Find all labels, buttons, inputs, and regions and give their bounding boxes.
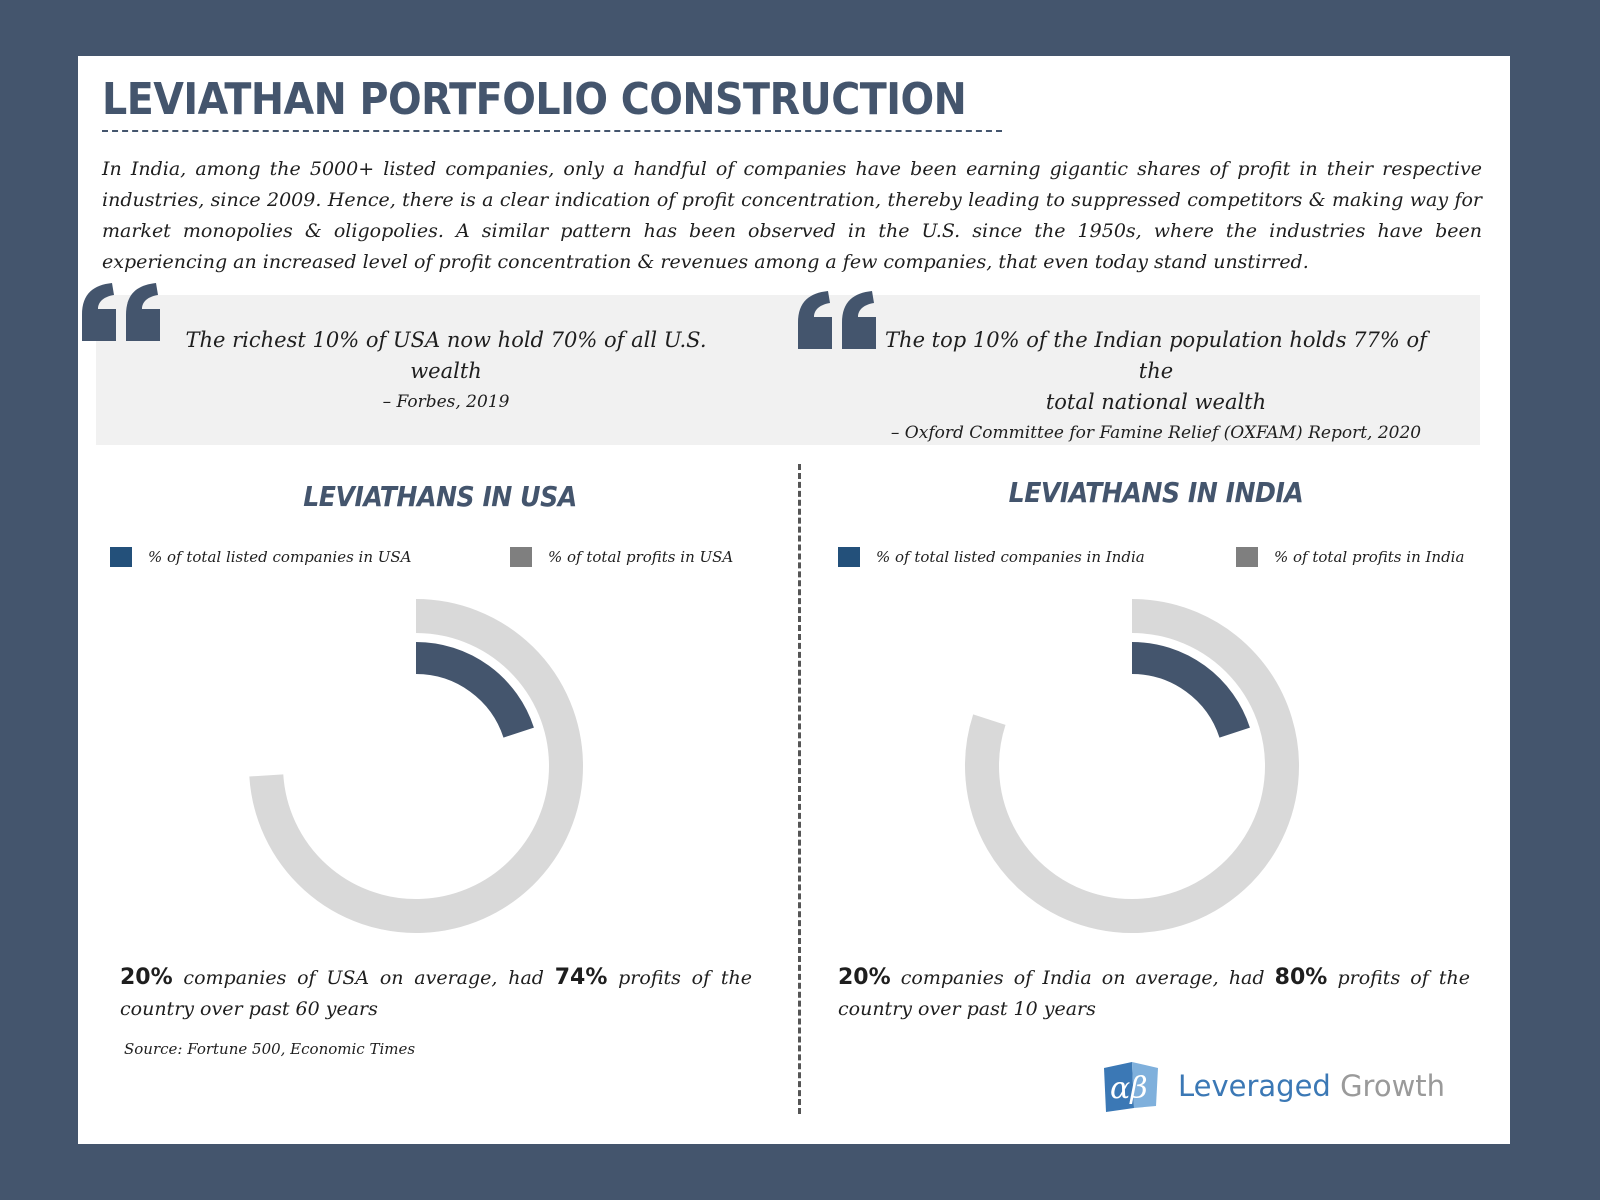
- quote-usa: The richest 10% of USA now hold 70% of a…: [166, 325, 726, 417]
- usa-legend-profits: % of total profits in USA: [510, 547, 733, 567]
- quote-band: The richest 10% of USA now hold 70% of a…: [82, 283, 1480, 448]
- india-stat: 20% companies of India on average, had 8…: [838, 962, 1470, 1025]
- india-stat-profits-value: 80%: [1274, 965, 1328, 990]
- quote-india-text-line1: The top 10% of the Indian population hol…: [885, 328, 1427, 383]
- india-companies-arc: [1131, 642, 1250, 739]
- usa-stat: 20% companies of USA on average, had 74%…: [120, 962, 752, 1025]
- alpha-beta-logo-icon: αβ: [1104, 1062, 1158, 1112]
- india-legend-profits: % of total profits in India: [1236, 547, 1464, 567]
- panel-divider: [798, 464, 801, 1114]
- india-panel-title: LEVIATHANS IN INDIA: [1008, 476, 1304, 509]
- usa-stat-text1: companies of USA on average, had: [172, 967, 555, 989]
- legend-swatch: [510, 547, 532, 567]
- leveraged-growth-logo: αβ Leveraged Growth: [1098, 1056, 1445, 1116]
- source-note: Source: Fortune 500, Economic Times: [124, 1040, 416, 1058]
- legend-swatch: [1236, 547, 1258, 567]
- india-stat-text2: profits of the country over past 10 year…: [838, 967, 1470, 1020]
- usa-legend-companies: % of total listed companies in USA: [110, 547, 412, 567]
- legend-swatch: [110, 547, 132, 567]
- legend-swatch: [838, 547, 860, 567]
- usa-stat-profits-value: 74%: [554, 965, 608, 990]
- india-stat-companies-value: 20%: [838, 965, 891, 990]
- quote-india: The top 10% of the Indian population hol…: [876, 325, 1436, 448]
- usa-profits-arc: [249, 599, 583, 933]
- quote-usa-source: – Forbes, 2019: [382, 392, 510, 412]
- open-quote-icon: [82, 283, 160, 341]
- intro-paragraph: In India, among the 5000+ listed compani…: [102, 158, 1482, 273]
- legend-label: % of total profits in India: [1274, 548, 1465, 566]
- legend-label: % of total listed companies in USA: [148, 548, 412, 566]
- infographic-card: LEVIATHAN PORTFOLIO CONSTRUCTION In Indi…: [78, 56, 1510, 1144]
- legend-label: % of total listed companies in India: [876, 548, 1145, 566]
- usa-stat-companies-value: 20%: [120, 965, 173, 990]
- quote-india-text-line2: total national wealth: [1045, 390, 1267, 414]
- india-stat-text1: companies of India on average, had: [890, 967, 1275, 989]
- logo-word-leveraged: Leveraged: [1178, 1069, 1331, 1103]
- legend-label: % of total profits in USA: [548, 548, 734, 566]
- open-quote-icon: [798, 291, 876, 349]
- usa-panel-title: LEVIATHANS IN USA: [303, 480, 577, 513]
- quote-india-source: – Oxford Committee for Famine Relief (OX…: [890, 423, 1422, 443]
- quote-usa-text: The richest 10% of USA now hold 70% of a…: [185, 328, 707, 383]
- india-legend-companies: % of total listed companies in India: [838, 547, 1145, 567]
- usa-stat-text2: profits of the country over past 60 year…: [120, 967, 752, 1020]
- usa-donut-chart: [249, 599, 583, 933]
- logo-wordmark: Leveraged Growth: [1178, 1069, 1445, 1103]
- logo-mark-text: αβ: [1110, 1071, 1148, 1106]
- title-underline: [102, 130, 1002, 132]
- logo-word-growth: Growth: [1330, 1069, 1446, 1103]
- usa-companies-arc: [415, 642, 534, 739]
- india-donut-chart: [965, 599, 1299, 933]
- india-profits-arc: [965, 599, 1299, 933]
- page-title: LEVIATHAN PORTFOLIO CONSTRUCTION: [102, 74, 967, 125]
